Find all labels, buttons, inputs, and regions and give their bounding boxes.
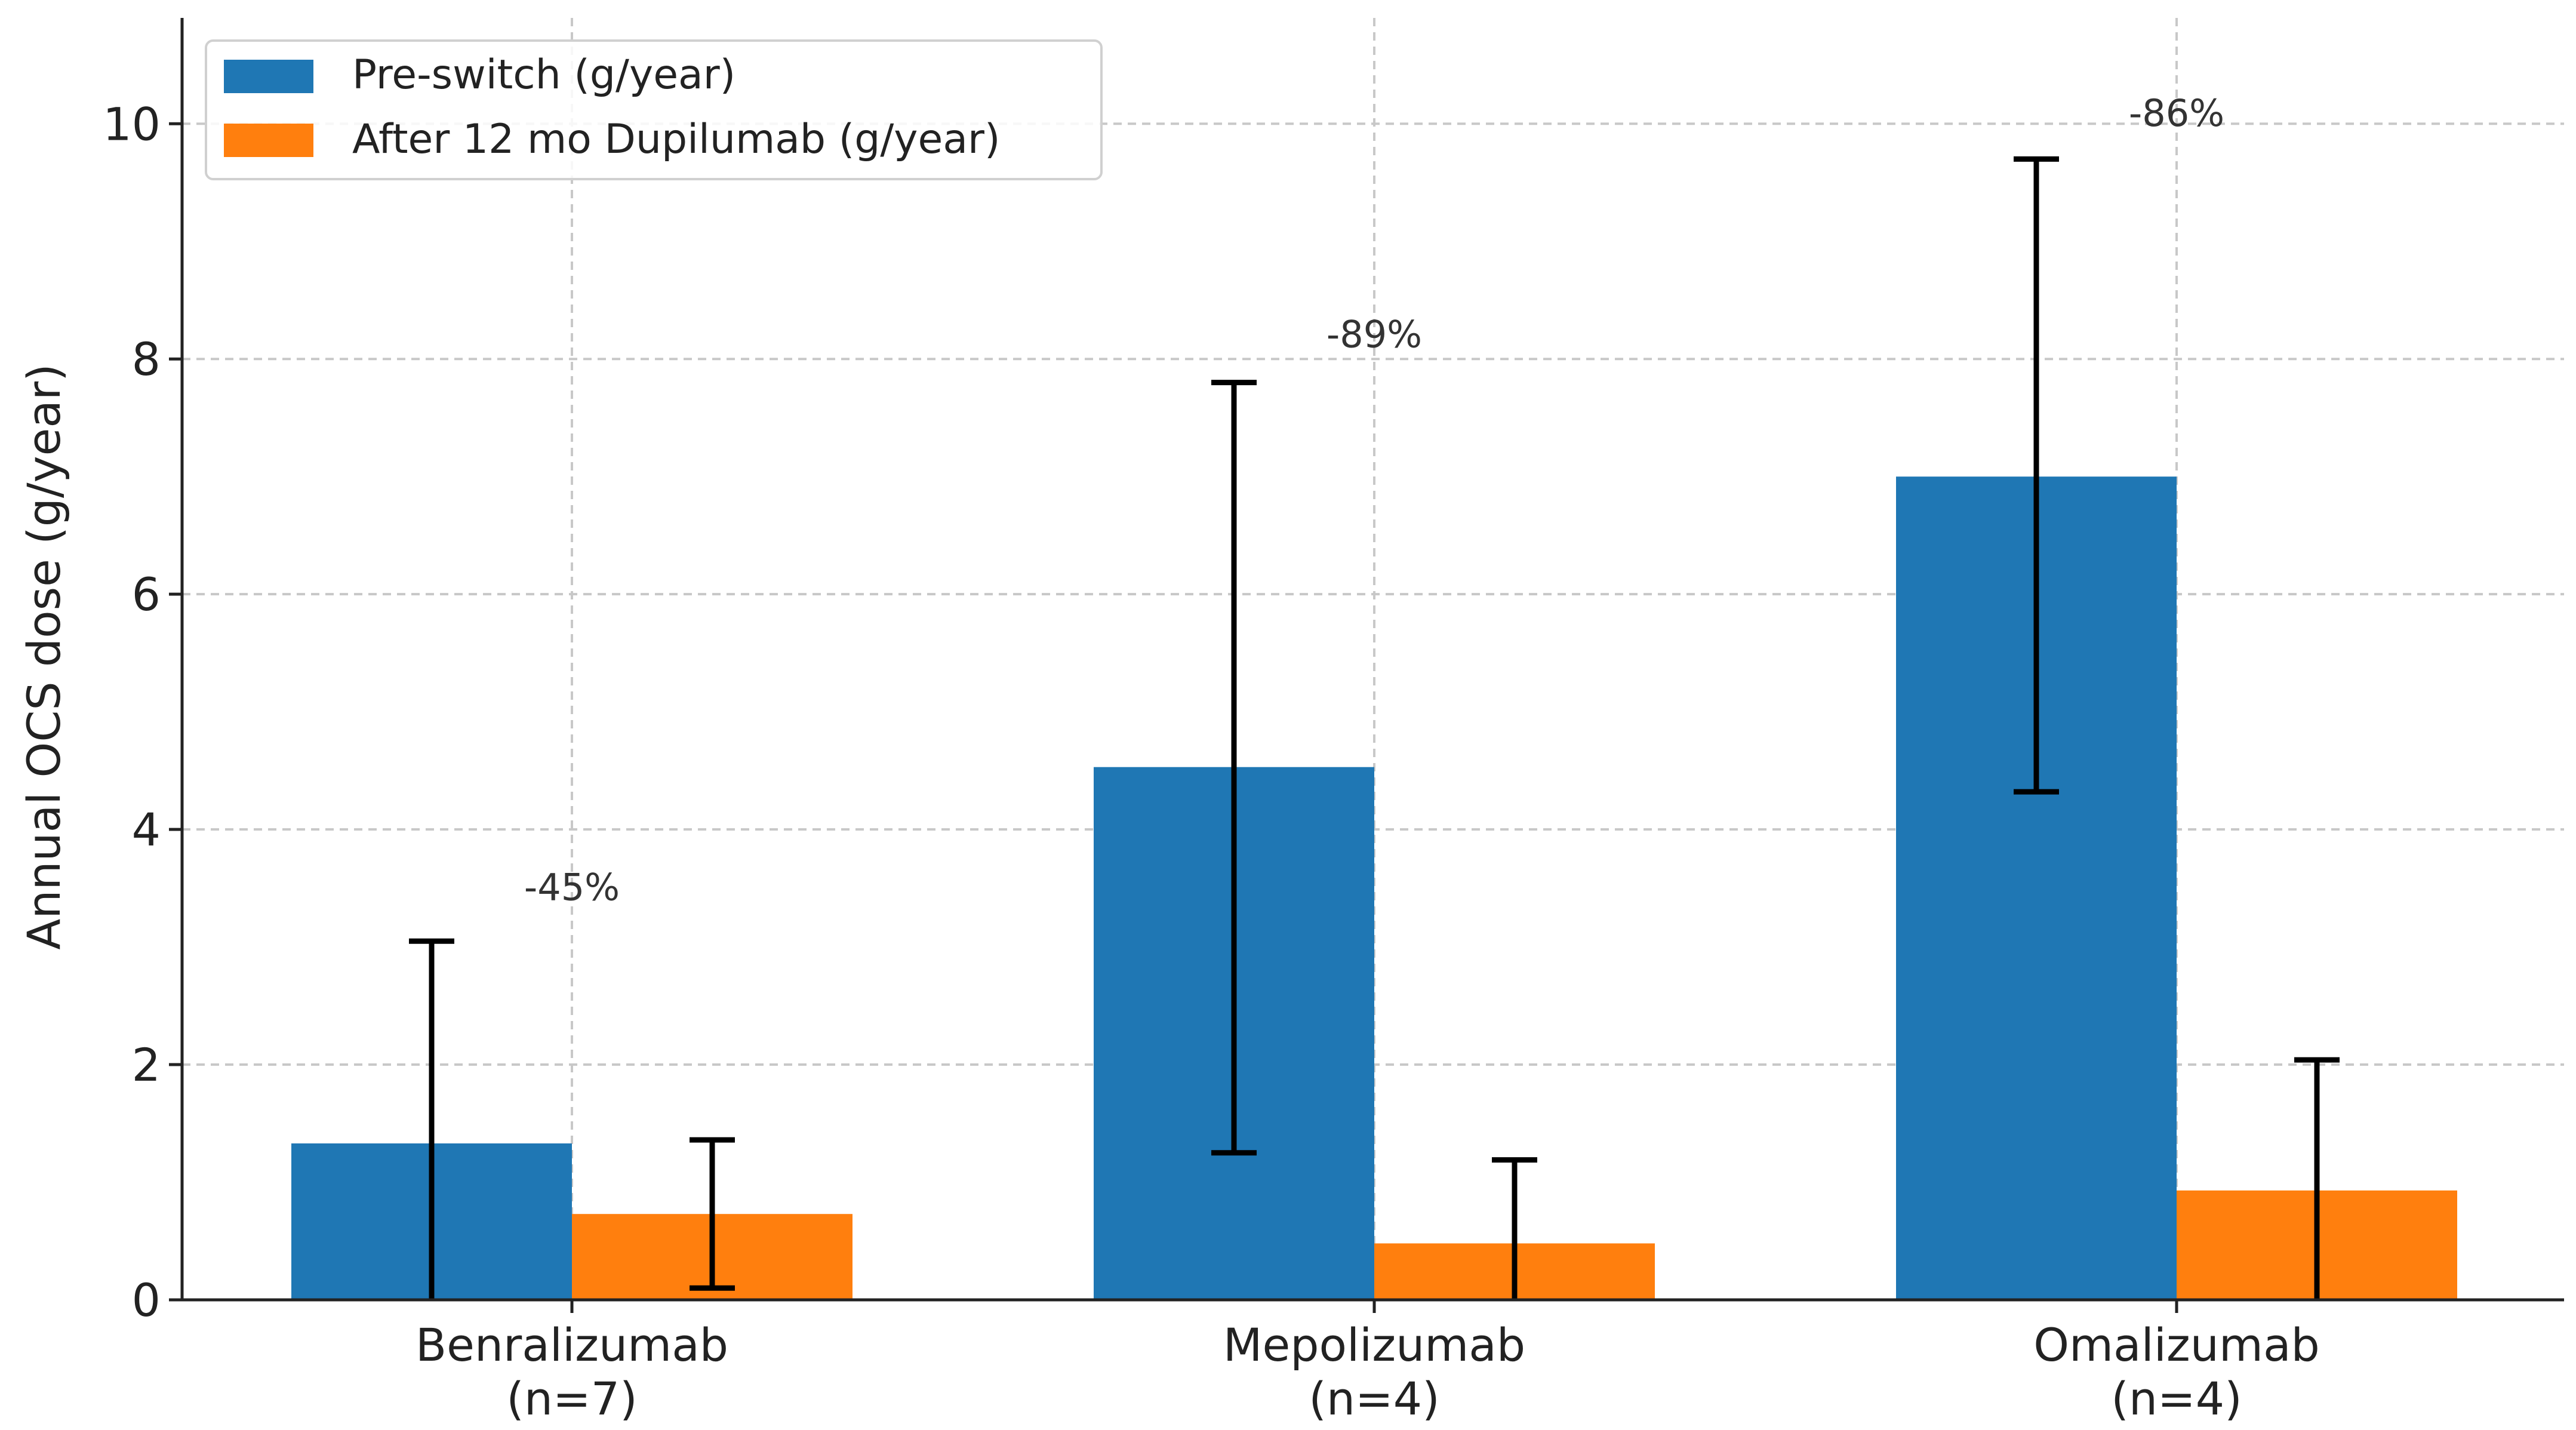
x-tick-label-name: Omalizumab	[2033, 1318, 2320, 1371]
legend[interactable]: Pre-switch (g/year) After 12 mo Dupiluma…	[205, 39, 1103, 180]
y-axis-label: Annual OCS dose (g/year)	[17, 364, 70, 950]
annotations-layer: -45% -89% -86%	[524, 91, 2224, 909]
y-tick-label: 8	[132, 333, 161, 386]
x-tick-label-n: (n=4)	[1309, 1372, 1440, 1425]
legend-label-pre-switch: Pre-switch (g/year)	[352, 51, 735, 99]
x-tick-label-n: (n=4)	[2111, 1372, 2242, 1425]
x-tick-label-name: Mepolizumab	[1223, 1318, 1525, 1371]
y-tick-label: 6	[132, 568, 161, 621]
legend-swatch-after-dupilumab	[224, 124, 313, 157]
bars-layer	[291, 476, 2457, 1300]
y-tick-label: 10	[103, 97, 161, 150]
y-tick-label: 0	[132, 1274, 161, 1327]
percent-change-label: -86%	[2129, 91, 2224, 135]
x-tick-label-name: Benralizumab	[416, 1318, 728, 1371]
y-tick-label: 2	[132, 1038, 161, 1091]
legend-swatch-pre-switch	[224, 60, 313, 93]
percent-change-label: -89%	[1327, 313, 1422, 356]
legend-box	[205, 39, 1103, 180]
ticks-layer: 0246810Benralizumab(n=7)Mepolizumab(n=4)…	[103, 97, 2320, 1425]
error-bars-layer	[409, 156, 2340, 1300]
percent-change-label: -45%	[524, 865, 620, 909]
x-tick-label-n: (n=7)	[506, 1372, 638, 1425]
y-tick-label: 4	[132, 803, 161, 856]
legend-label-after-dupilumab: After 12 mo Dupilumab (g/year)	[352, 116, 1001, 163]
